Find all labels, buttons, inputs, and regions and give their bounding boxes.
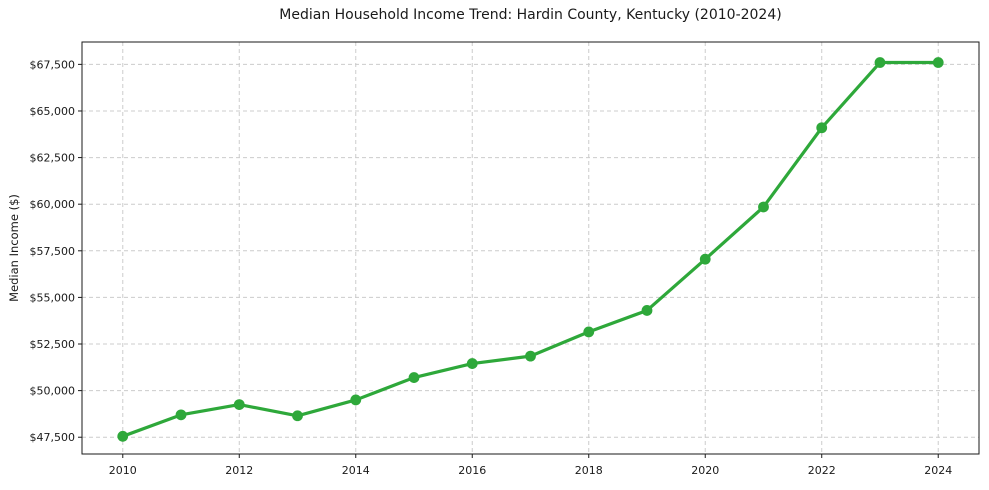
- data-point-marker: [525, 350, 536, 362]
- y-tick-label: $55,000: [30, 291, 76, 304]
- data-point-marker: [641, 305, 653, 316]
- data-point-marker: [175, 409, 187, 421]
- y-tick-label: $57,500: [30, 245, 76, 258]
- data-point-marker: [699, 253, 711, 265]
- x-tick-label: 2022: [808, 464, 836, 477]
- data-point-marker: [932, 57, 944, 68]
- data-point-marker: [583, 326, 595, 338]
- plot-border: [81, 41, 980, 455]
- y-tick-label: $60,000: [30, 198, 76, 211]
- data-point-marker: [350, 394, 362, 406]
- data-point-marker: [233, 399, 245, 410]
- data-point-marker: [874, 57, 886, 68]
- x-tick-label: 2010: [109, 464, 137, 477]
- data-point-marker: [466, 358, 478, 369]
- data-point-marker: [292, 410, 303, 422]
- x-tick-label: 2024: [924, 464, 952, 477]
- x-tick-label: 2014: [342, 464, 370, 477]
- y-tick-label: $47,500: [30, 431, 76, 444]
- x-tick-label: 2016: [458, 464, 486, 477]
- y-tick-label: $67,500: [30, 58, 76, 71]
- x-tick-label: 2012: [225, 464, 253, 477]
- chart-title: Median Household Income Trend: Hardin Co…: [279, 7, 782, 23]
- y-tick-label: $52,500: [30, 338, 76, 351]
- y-tick-label: $65,000: [30, 105, 76, 118]
- x-tick-label: 2020: [691, 464, 719, 477]
- data-point-marker: [758, 201, 769, 213]
- y-tick-label: $50,000: [30, 385, 76, 398]
- y-tick-label: $62,500: [30, 152, 76, 165]
- income-trend-line: [121, 60, 940, 438]
- data-point-marker: [816, 122, 828, 134]
- x-tick-label: 2018: [575, 464, 603, 477]
- data-point-marker: [117, 430, 129, 442]
- data-point-marker: [408, 372, 420, 383]
